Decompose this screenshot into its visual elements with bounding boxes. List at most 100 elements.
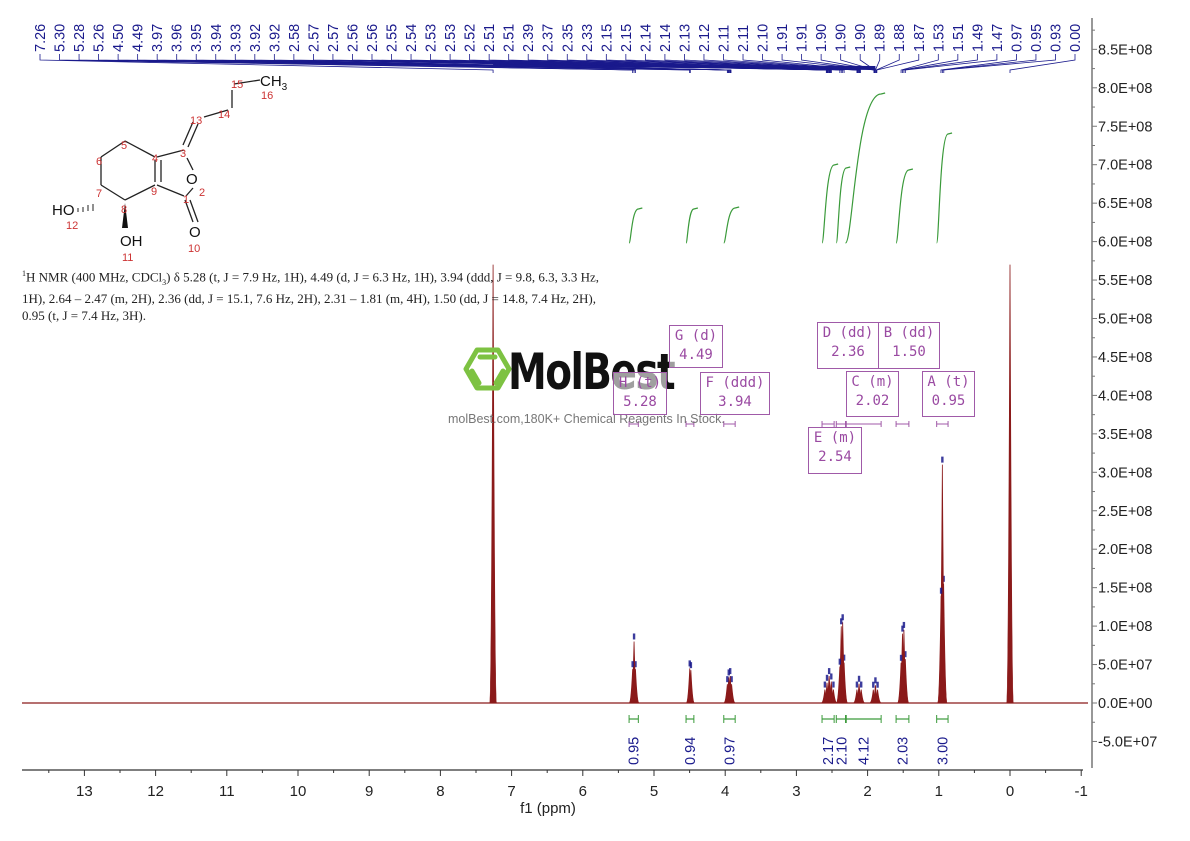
integral-value: 2.17 [821, 737, 837, 765]
peak-shift-label: 0.93 [1048, 24, 1064, 52]
x-tick-label: 0 [1006, 783, 1014, 800]
peak-shift-label: 2.56 [365, 24, 381, 52]
chemical-structure [77, 79, 261, 228]
peak-shift-label: 2.33 [580, 24, 596, 52]
y-tick-label: 4.0E+08 [1098, 388, 1152, 404]
peak-shift-label: 5.30 [53, 24, 69, 52]
atom-number-15: 15 [231, 79, 243, 91]
peak-shift-label: 2.14 [658, 24, 674, 52]
atom-number-5: 5 [121, 140, 127, 152]
integral-curves [628, 92, 953, 244]
atom-label-o2: O [186, 171, 198, 188]
peak-shift-label: 2.10 [756, 24, 772, 52]
peak-shift-label: 3.94 [209, 24, 225, 52]
y-tick-label: 5.0E+07 [1098, 658, 1152, 674]
peak-shift-label: 3.92 [248, 24, 264, 52]
peak-shift-label: 0.95 [1029, 24, 1045, 52]
y-tick-label: 3.5E+08 [1098, 427, 1152, 443]
x-tick-label: 13 [76, 783, 93, 800]
y-tick-label: 6.5E+08 [1098, 196, 1152, 212]
y-tick-label: 6.0E+08 [1098, 235, 1152, 251]
peak-shift-label: 1.51 [951, 24, 967, 52]
x-tick-label: 10 [290, 783, 307, 800]
atom-number-9: 9 [151, 186, 157, 198]
y-tick-label: 7.5E+08 [1098, 119, 1152, 135]
peak-shift-label: 2.58 [287, 24, 303, 52]
x-tick-label: 6 [579, 783, 587, 800]
peak-shift-label: 3.96 [170, 24, 186, 52]
y-tick-label: 2.0E+08 [1098, 542, 1152, 558]
peak-shift-label: 3.97 [150, 24, 166, 52]
atom-number-14: 14 [218, 109, 230, 121]
peak-shift-label: 3.93 [228, 24, 244, 52]
multiplet-label-h: H (t) 5.28 [613, 372, 667, 415]
x-tick-label: 2 [863, 783, 871, 800]
y-tick-label: 2.5E+08 [1098, 504, 1152, 520]
multiplet-label-d: D (dd) 2.36 [817, 322, 879, 369]
integral-value: 0.95 [627, 737, 643, 765]
peak-shift-label: 1.49 [970, 24, 986, 52]
multiplet-label-e: E (m) 2.54 [808, 427, 862, 474]
x-axis: 13 12 11 10 9 8 7 6 5 4 3 2 1 0 -1f1 (ppm) [22, 769, 1088, 817]
peak-shift-label: 4.50 [111, 24, 127, 52]
peak-shift-label: 2.57 [306, 24, 322, 52]
x-tick-label: 11 [219, 783, 235, 800]
y-tick-label: 5.5E+08 [1098, 273, 1152, 289]
atom-number-16: 16 [261, 90, 273, 102]
peak-shift-label: 0.97 [1009, 24, 1025, 52]
peak-shift-label: 2.37 [541, 24, 557, 52]
atom-label-oh11: OH [120, 233, 143, 250]
peak-shift-label: 2.55 [385, 24, 401, 52]
integral-value: 0.97 [722, 737, 738, 765]
x-tick-label: 9 [365, 783, 373, 800]
atom-label-o10: O [189, 224, 201, 241]
atom-number-1: 1 [183, 194, 189, 206]
peak-labels: 7.26 5.30 5.28 5.26 4.50 4.49 3.97 3.96 3.95 3.94… [33, 24, 1084, 73]
peak-shift-label: 1.90 [814, 24, 830, 52]
multiplet-label-c: C (m) 2.02 [846, 371, 899, 417]
atom-label-ch3: CH3 [260, 73, 288, 93]
atom-label-ho12: HO [52, 202, 75, 219]
spectrum-trace [22, 264, 1088, 704]
peak-shift-label: 3.92 [267, 24, 283, 52]
atom-number-10: 10 [188, 243, 200, 255]
peak-shift-label: 2.13 [677, 24, 693, 52]
multiplet-label-f: F (ddd) 3.94 [700, 372, 770, 415]
atom-number-6: 6 [96, 156, 102, 168]
integral-value: 4.12 [856, 737, 872, 765]
y-tick-label: 5.0E+08 [1098, 312, 1152, 328]
nmr-description: 1H NMR (400 MHz, CDCl3) δ 5.28 (t, J = 7… [22, 269, 600, 323]
integral-labels: 0.95 0.94 0.97 2.172.10 4.12 2.03 3.00 [627, 421, 951, 765]
x-tick-label: 5 [650, 783, 658, 800]
peak-shift-label: 2.56 [345, 24, 361, 52]
peak-shift-label: 1.91 [775, 24, 791, 52]
atom-number-2: 2 [199, 187, 205, 199]
peak-shift-label: 3.95 [189, 24, 205, 52]
peak-shift-label: 4.49 [131, 24, 147, 52]
atom-number-4: 4 [152, 153, 158, 165]
atom-number-12: 12 [66, 220, 78, 232]
y-tick-label: 8.5E+08 [1098, 42, 1152, 58]
integral-value: 2.10 [834, 737, 850, 765]
multiplet-label-a: A (t) 0.95 [922, 371, 975, 417]
peak-shift-label: 2.12 [697, 24, 713, 52]
integral-value: 0.94 [683, 737, 699, 765]
x-tick-label: 4 [721, 783, 729, 800]
molbest-logo-icon [463, 347, 512, 391]
x-tick-label: -1 [1075, 783, 1088, 800]
peak-shift-label: 2.15 [599, 24, 615, 52]
x-axis-title: f1 (ppm) [520, 800, 576, 817]
y-tick-label: 7.0E+08 [1098, 158, 1152, 174]
peak-shift-label: 2.39 [521, 24, 537, 52]
y-tick-label: 0.0E+00 [1098, 696, 1152, 712]
peak-shift-label: 1.89 [873, 24, 889, 52]
y-tick-label: 1.0E+08 [1098, 619, 1152, 635]
integral-value: 2.03 [895, 737, 911, 765]
peak-shift-label: 1.53 [931, 24, 947, 52]
atom-number-3: 3 [180, 148, 186, 160]
y-tick-label: 3.0E+08 [1098, 465, 1152, 481]
y-axis: 8.5E+08 8.0E+08 7.5E+08 7.0E+08 6.5E+08 6.0E+… [1091, 18, 1157, 768]
peak-shift-label: 1.88 [892, 24, 908, 52]
integral-value: 3.00 [935, 737, 951, 765]
